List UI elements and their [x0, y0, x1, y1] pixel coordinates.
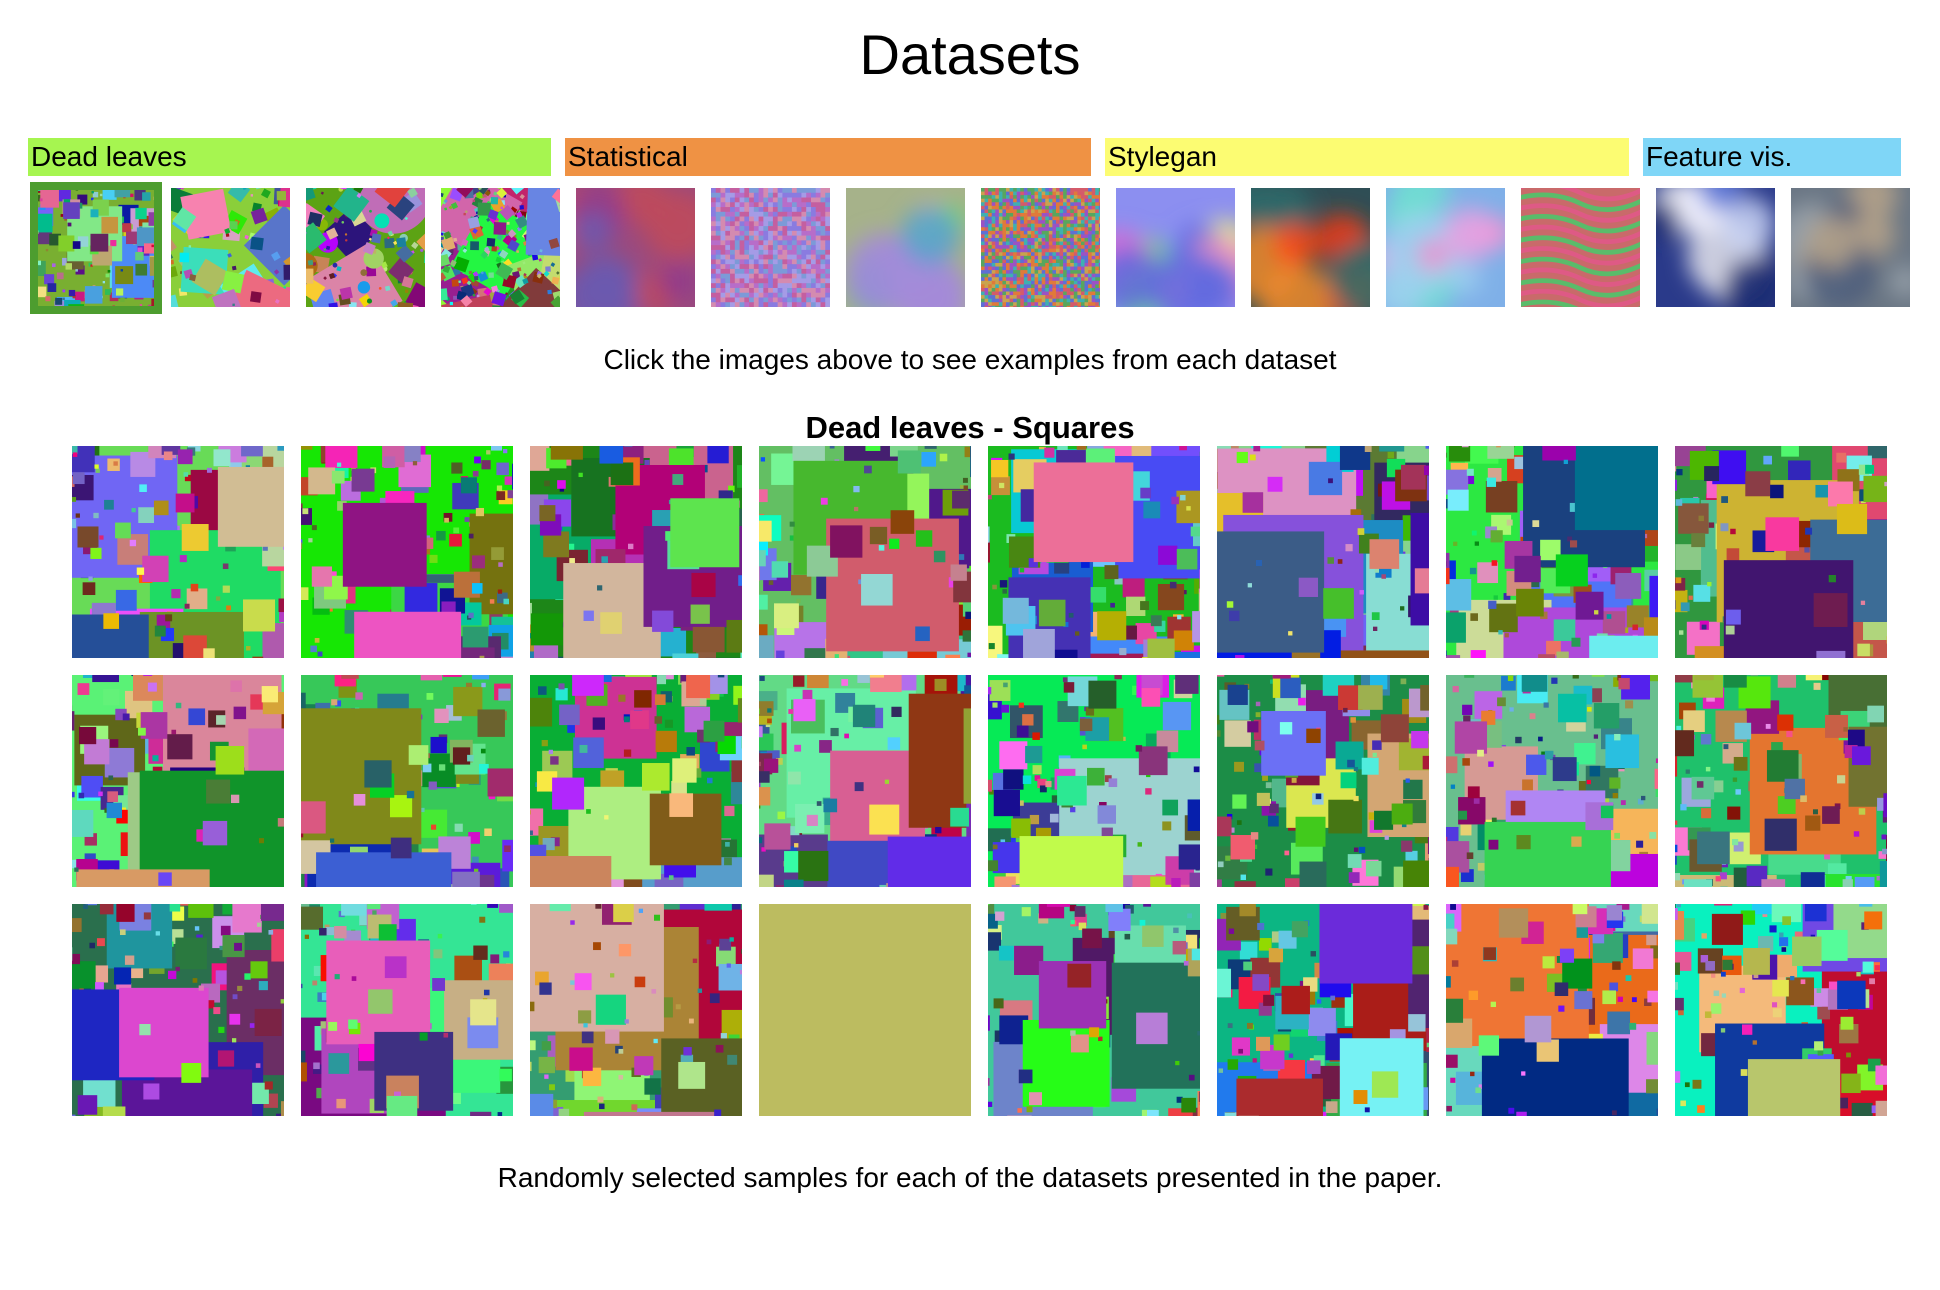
sample-image — [301, 904, 513, 1116]
selected-dataset-title: Dead leaves - Squares — [805, 410, 1135, 445]
sample-image — [988, 675, 1200, 887]
sample-image — [72, 904, 284, 1116]
sample-image — [988, 446, 1200, 658]
dataset-thumbnail-dead-leaves-squares[interactable] — [30, 182, 162, 314]
sample-image — [1446, 904, 1658, 1116]
dataset-thumbnail-dead-leaves-textured[interactable] — [441, 188, 560, 307]
category-label: Feature vis. — [1646, 141, 1793, 172]
sample-image — [1217, 675, 1429, 887]
sample-image — [301, 675, 513, 887]
page-title: Datasets — [859, 23, 1081, 86]
dataset-thumbnail-stylegan-blob-purple[interactable] — [1116, 188, 1235, 307]
dataset-thumbnail-feature-vis-gray-tan[interactable] — [1791, 188, 1910, 307]
sample-image — [1675, 904, 1887, 1116]
category-header-statistical: Statistical — [565, 138, 1091, 176]
dataset-thumbnail-dead-leaves-oriented[interactable] — [171, 188, 290, 307]
sample-image — [1675, 446, 1887, 658]
sample-image — [988, 904, 1200, 1116]
dataset-thumbnail-statistical-blur-green[interactable] — [846, 188, 965, 307]
category-header-dead-leaves: Dead leaves — [28, 138, 551, 176]
dataset-thumbnail-dead-leaves-mixed[interactable] — [306, 188, 425, 307]
category-label: Statistical — [568, 141, 688, 172]
sample-image — [1217, 904, 1429, 1116]
sample-image — [1217, 446, 1429, 658]
category-label: Dead leaves — [31, 141, 187, 172]
dataset-thumbnail-stylegan-orange-dark[interactable] — [1251, 188, 1370, 307]
dataset-thumbnail-stylegan-waves-red-green[interactable] — [1521, 188, 1640, 307]
sample-image — [72, 446, 284, 658]
sample-image — [1446, 675, 1658, 887]
category-label: Stylegan — [1108, 141, 1217, 172]
sample-image — [759, 675, 971, 887]
sample-image — [72, 675, 284, 887]
figure-caption: Randomly selected samples for each of th… — [497, 1162, 1443, 1193]
sample-image — [530, 904, 742, 1116]
dataset-thumbnail-statistical-noise-fine[interactable] — [711, 188, 830, 307]
sample-image — [530, 446, 742, 658]
dataset-thumbnail-stylegan-pastel[interactable] — [1386, 188, 1505, 307]
dataset-thumbnail-feature-vis-blue-white[interactable] — [1656, 188, 1775, 307]
sample-image — [530, 675, 742, 887]
sample-image — [759, 446, 971, 658]
dataset-thumbnail-statistical-noise-coarse[interactable] — [981, 188, 1100, 307]
sample-image — [1446, 446, 1658, 658]
sample-image — [301, 446, 513, 658]
category-header-stylegan: Stylegan — [1105, 138, 1629, 176]
dataset-thumbnail-statistical-blur-red[interactable] — [576, 188, 695, 307]
sample-image — [1675, 675, 1887, 887]
sample-image — [759, 904, 971, 1116]
instruction-text: Click the images above to see examples f… — [603, 344, 1337, 375]
category-header-feature-vis: Feature vis. — [1643, 138, 1901, 176]
